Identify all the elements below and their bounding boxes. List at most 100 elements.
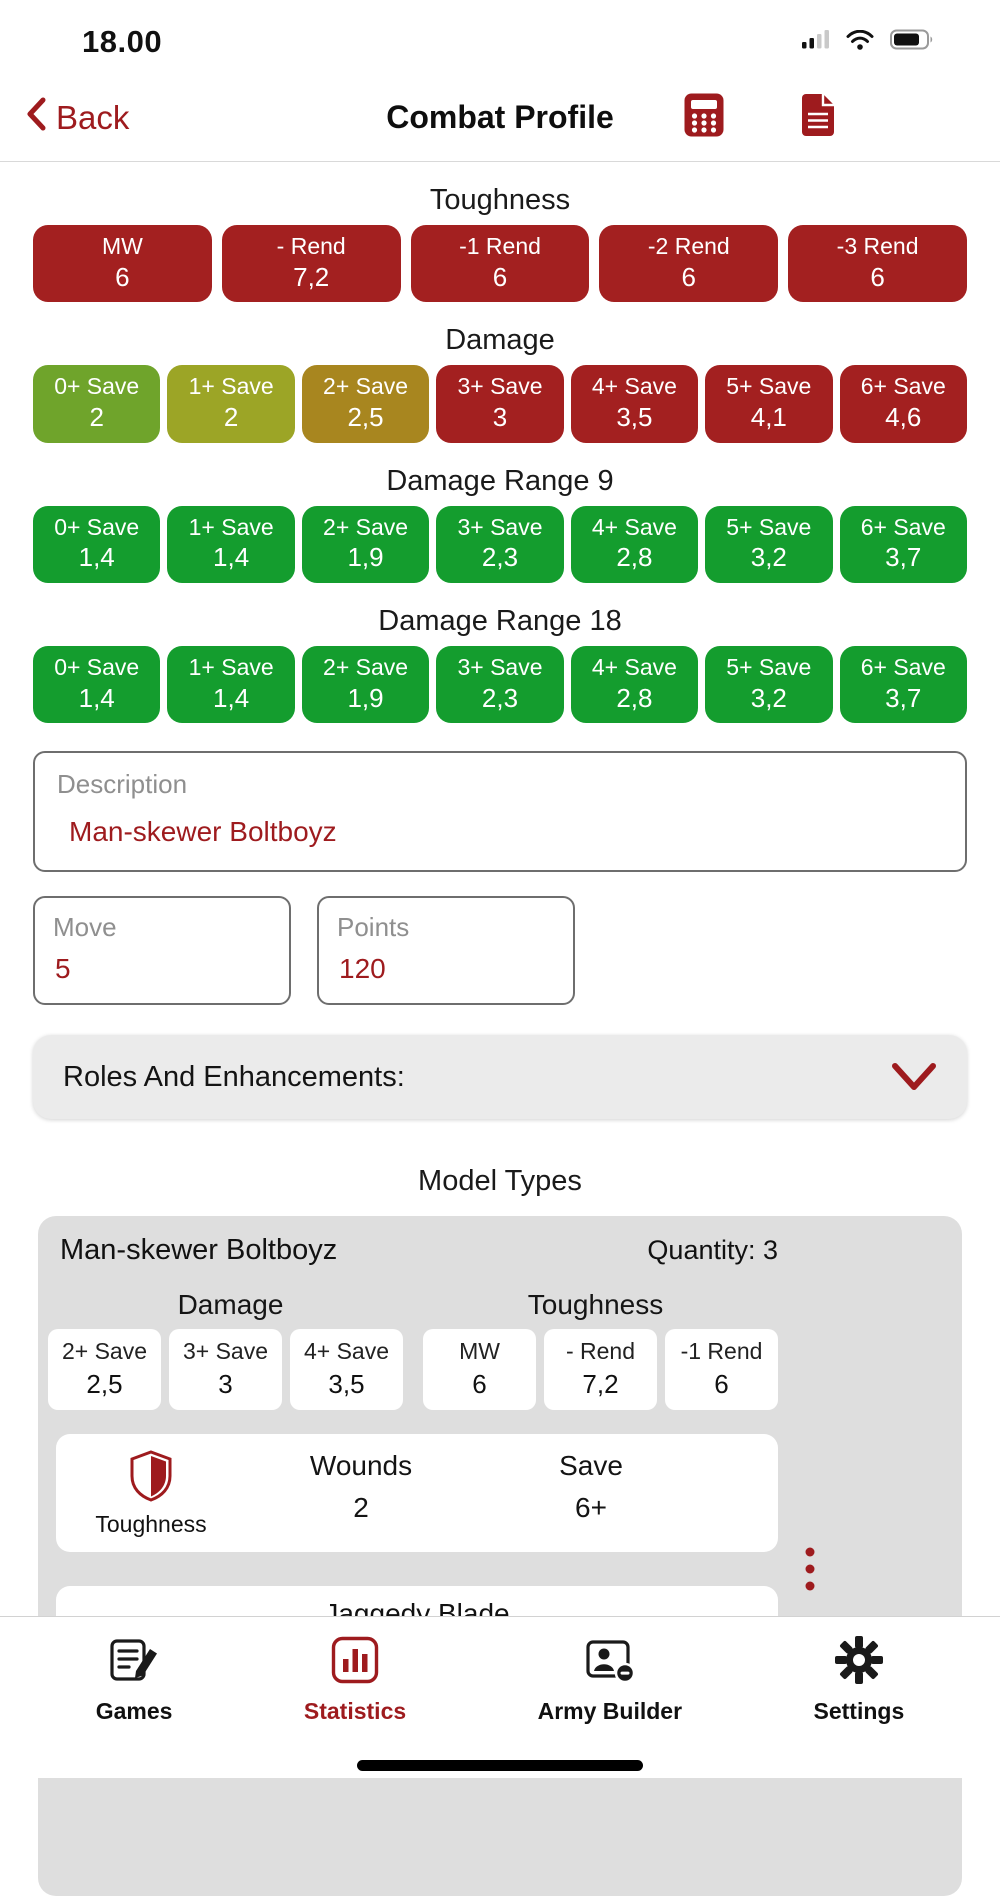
model-type-card: Man-skewer Boltboyz Quantity: 3 Damage T… bbox=[38, 1216, 962, 1896]
move-field[interactable]: Move 5 bbox=[33, 896, 291, 1005]
pill-value: 7,2 bbox=[582, 1368, 619, 1399]
shield-icon bbox=[128, 1450, 174, 1506]
roles-enhancements-expander[interactable]: Roles And Enhancements: bbox=[33, 1035, 967, 1119]
kebab-menu-icon[interactable] bbox=[804, 1546, 816, 1597]
tab-label: Statistics bbox=[303, 1698, 407, 1724]
pill-value: 3,2 bbox=[750, 542, 787, 573]
stat-pill: -1 Rend 6 bbox=[410, 225, 590, 303]
settings-icon bbox=[834, 1635, 884, 1690]
toughness-stat: Toughness bbox=[56, 1450, 246, 1538]
stat-pill: 2+ Save 1,9 bbox=[301, 645, 430, 723]
pill-value: 6 bbox=[870, 261, 885, 292]
pill-label: -1 Rend bbox=[459, 233, 541, 259]
pill-label: 3+ Save bbox=[457, 653, 543, 680]
tab-bar: Games Statistics Army Builder bbox=[0, 1616, 1000, 1778]
stat-pill: 3+ Save 2,3 bbox=[436, 505, 564, 583]
tab-settings[interactable]: Settings bbox=[813, 1635, 905, 1778]
battery-icon bbox=[890, 29, 934, 55]
pill-value: 6 bbox=[714, 1368, 729, 1399]
nav-actions bbox=[683, 92, 837, 143]
stat-pill: 4+ Save 3,5 bbox=[290, 1329, 403, 1411]
move-points-row: Move 5 Points 120 bbox=[33, 896, 967, 1005]
pill-label: 1+ Save bbox=[188, 373, 274, 400]
pill-value: 1,4 bbox=[78, 542, 115, 573]
stat-pill: 3+ Save 3 bbox=[436, 365, 564, 443]
points-value: 120 bbox=[339, 953, 386, 984]
group-header-toughness: Toughness bbox=[527, 1289, 664, 1320]
model-type-group-headers: Damage Toughness bbox=[48, 1289, 778, 1321]
description-value: Man-skewer Boltboyz bbox=[69, 816, 337, 847]
pill-value: 3,5 bbox=[328, 1368, 365, 1399]
wifi-icon bbox=[846, 29, 874, 55]
pill-label: 4+ Save bbox=[591, 373, 677, 400]
wounds-stat: Wounds 2 bbox=[246, 1450, 476, 1538]
pill-value: 3,7 bbox=[885, 682, 922, 713]
stat-pill: 6+ Save 3,7 bbox=[839, 645, 967, 723]
statistics-icon bbox=[330, 1635, 380, 1690]
stat-pill: 0+ Save 1,4 bbox=[33, 645, 161, 723]
calculator-icon[interactable] bbox=[683, 92, 725, 143]
save-label: Save bbox=[559, 1450, 623, 1482]
pill-value: 2,5 bbox=[347, 402, 384, 432]
model-type-name: Man-skewer Boltboyz bbox=[60, 1234, 338, 1266]
pill-label: 2+ Save bbox=[323, 513, 409, 540]
pill-label: - Rend bbox=[276, 233, 346, 259]
save-value: 6+ bbox=[575, 1492, 607, 1524]
stat-pill: 2+ Save 2,5 bbox=[48, 1329, 161, 1411]
description-label: Description bbox=[57, 769, 188, 799]
stat-pill: 1+ Save 1,4 bbox=[167, 505, 295, 583]
pill-label: 5+ Save bbox=[726, 513, 812, 540]
shield-label: Toughness bbox=[95, 1511, 207, 1538]
pill-value: 2,3 bbox=[481, 542, 519, 573]
tab-army-builder[interactable]: Army Builder bbox=[538, 1635, 682, 1778]
wounds-label: Wounds bbox=[309, 1450, 413, 1482]
home-indicator[interactable] bbox=[357, 1760, 643, 1771]
pill-value: 6 bbox=[115, 261, 130, 292]
chevron-down-icon[interactable] bbox=[891, 1062, 937, 1092]
roles-label: Roles And Enhancements: bbox=[63, 1060, 405, 1093]
nav-bar: Back Combat Profile bbox=[0, 74, 1000, 162]
damage-range-9-row: 0+ Save 1,4 1+ Save 1,4 2+ Save 1,9 3+ S… bbox=[33, 505, 967, 583]
document-icon[interactable] bbox=[799, 92, 837, 143]
pill-value: 7,2 bbox=[293, 261, 330, 292]
stat-pill: 3+ Save 2,3 bbox=[436, 645, 564, 723]
pill-value: 2 bbox=[89, 402, 104, 432]
pill-label: 4+ Save bbox=[591, 653, 677, 680]
stat-pill: 4+ Save 3,5 bbox=[570, 365, 699, 443]
tab-label: Settings bbox=[813, 1698, 905, 1724]
cellular-signal-icon bbox=[802, 30, 830, 54]
damage-pill-row: 0+ Save 2 1+ Save 2 2+ Save 2,5 3+ Save … bbox=[33, 365, 967, 443]
pill-value: 3 bbox=[492, 402, 508, 432]
pill-label: 3+ Save bbox=[182, 1338, 269, 1364]
stat-pill: 5+ Save 3,2 bbox=[705, 645, 833, 723]
model-stat-card: Toughness Wounds 2 Save 6+ bbox=[56, 1434, 778, 1553]
pill-label: 0+ Save bbox=[54, 373, 140, 400]
group-header-damage: Damage bbox=[177, 1289, 284, 1320]
back-button[interactable]: Back bbox=[26, 97, 129, 139]
back-label: Back bbox=[56, 98, 130, 136]
tab-label: Army Builder bbox=[537, 1698, 683, 1724]
pill-label: 4+ Save bbox=[591, 513, 677, 540]
tab-games[interactable]: Games bbox=[96, 1635, 172, 1778]
pill-value: 4,6 bbox=[885, 402, 922, 432]
pill-label: 6+ Save bbox=[860, 373, 946, 400]
pill-value: 1,4 bbox=[213, 542, 250, 573]
stat-pill: 6+ Save 4,6 bbox=[839, 365, 967, 443]
stat-pill: - Rend 7,2 bbox=[544, 1329, 657, 1411]
tab-statistics[interactable]: Statistics bbox=[304, 1635, 406, 1778]
pill-value: 3,5 bbox=[616, 402, 653, 432]
points-field[interactable]: Points 120 bbox=[317, 896, 575, 1005]
status-icons bbox=[802, 29, 934, 55]
description-field[interactable]: Description Man-skewer Boltboyz bbox=[33, 751, 967, 872]
pill-value: 6 bbox=[681, 261, 697, 292]
stat-pill: 6+ Save 3,7 bbox=[839, 505, 967, 583]
pill-label: 2+ Save bbox=[323, 653, 409, 680]
stat-pill: 1+ Save 2 bbox=[167, 365, 295, 443]
pill-label: 2+ Save bbox=[323, 373, 409, 400]
pill-value: 2,3 bbox=[481, 682, 519, 713]
pill-label: 4+ Save bbox=[303, 1338, 390, 1364]
stat-pill: 4+ Save 2,8 bbox=[570, 505, 699, 583]
pill-value: 1,9 bbox=[347, 682, 384, 713]
pill-label: 6+ Save bbox=[860, 513, 946, 540]
stat-pill: 5+ Save 3,2 bbox=[705, 505, 833, 583]
